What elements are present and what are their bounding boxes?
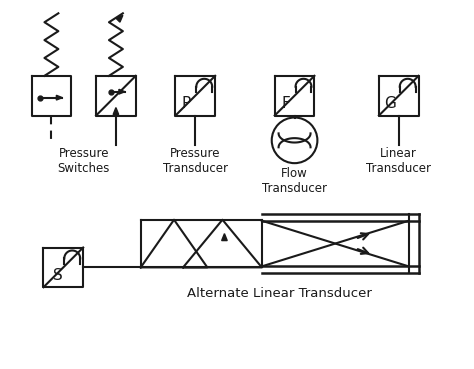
Text: Linear
Transducer: Linear Transducer bbox=[366, 147, 431, 175]
Text: F: F bbox=[281, 96, 290, 111]
Text: P: P bbox=[182, 96, 191, 111]
Polygon shape bbox=[56, 95, 62, 100]
Text: Pressure
Switches: Pressure Switches bbox=[57, 147, 110, 175]
Polygon shape bbox=[222, 234, 227, 241]
Text: Alternate Linear Transducer: Alternate Linear Transducer bbox=[187, 287, 372, 300]
Text: S: S bbox=[54, 268, 63, 283]
Text: Pressure
Transducer: Pressure Transducer bbox=[163, 147, 228, 175]
Polygon shape bbox=[119, 89, 125, 94]
Polygon shape bbox=[116, 15, 123, 22]
Text: G: G bbox=[384, 96, 396, 111]
Polygon shape bbox=[113, 108, 118, 114]
Text: Flow
Transducer: Flow Transducer bbox=[262, 167, 327, 195]
